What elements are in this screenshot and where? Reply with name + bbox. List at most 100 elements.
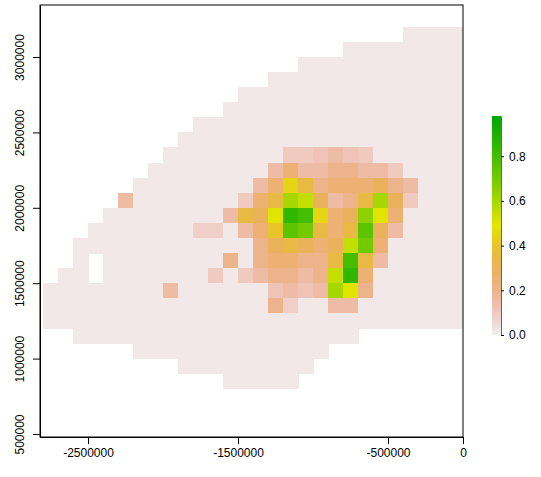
- cell: [268, 178, 284, 194]
- cell: [283, 193, 299, 209]
- cell: [193, 147, 209, 163]
- cell: [313, 313, 329, 329]
- cell: [133, 208, 149, 224]
- tick-label: 0.0: [509, 328, 526, 342]
- cell: [178, 208, 194, 224]
- y-axis: 5000001000000150000020000002500000300000…: [13, 6, 41, 455]
- cell: [238, 117, 254, 133]
- cell: [448, 178, 463, 194]
- cell: [343, 147, 359, 163]
- cell: [178, 223, 194, 239]
- cell: [373, 313, 389, 329]
- cell: [403, 102, 419, 118]
- tick-label: -2500000: [63, 446, 114, 460]
- cell: [388, 132, 404, 148]
- cell: [103, 313, 119, 329]
- cell: [298, 344, 314, 360]
- cell: [433, 72, 449, 88]
- tick-label: -1500000: [213, 446, 264, 460]
- tick: 0.4: [501, 239, 526, 253]
- tick-mark: [33, 132, 40, 133]
- cell: [418, 117, 434, 133]
- cell: [253, 344, 269, 360]
- cell: [58, 268, 74, 284]
- cell: [358, 193, 374, 209]
- cell: [403, 117, 419, 133]
- cell: [433, 208, 449, 224]
- axis-line: [41, 437, 464, 438]
- cell: [163, 253, 179, 269]
- cell: [373, 223, 389, 239]
- cell: [298, 359, 314, 375]
- cell: [358, 57, 374, 73]
- cell: [373, 117, 389, 133]
- cell: [403, 298, 419, 314]
- cell: [253, 147, 269, 163]
- cell: [313, 298, 329, 314]
- cell: [223, 132, 239, 148]
- cell: [298, 268, 314, 284]
- cell: [268, 313, 284, 329]
- cell: [448, 298, 463, 314]
- cell: [283, 208, 299, 224]
- tick-mark: [33, 434, 40, 435]
- cell: [148, 238, 164, 254]
- cell: [223, 359, 239, 375]
- x-axis: -2500000-1500000-5000000: [41, 437, 468, 460]
- cell: [253, 208, 269, 224]
- cell: [283, 238, 299, 254]
- cell: [313, 344, 329, 360]
- cell: [373, 57, 389, 73]
- cell: [283, 253, 299, 269]
- cell: [208, 283, 224, 299]
- cell: [403, 147, 419, 163]
- cell: [283, 313, 299, 329]
- cell: [193, 223, 209, 239]
- cell: [118, 298, 134, 314]
- cell: [178, 178, 194, 194]
- cell: [388, 72, 404, 88]
- cell: [328, 208, 344, 224]
- cell: [178, 268, 194, 284]
- cell: [418, 238, 434, 254]
- cell: [433, 163, 449, 179]
- cell: [223, 178, 239, 194]
- cell: [238, 208, 254, 224]
- cell: [358, 223, 374, 239]
- cell: [88, 298, 104, 314]
- cell: [313, 253, 329, 269]
- cell: [433, 283, 449, 299]
- cell: [343, 283, 359, 299]
- cell: [268, 117, 284, 133]
- cell: [208, 238, 224, 254]
- cell: [268, 283, 284, 299]
- cell: [283, 359, 299, 375]
- cell: [298, 163, 314, 179]
- cell: [103, 238, 119, 254]
- cell: [73, 238, 89, 254]
- cell: [418, 147, 434, 163]
- cell: [343, 117, 359, 133]
- cell: [268, 193, 284, 209]
- cell: [253, 253, 269, 269]
- cell: [298, 147, 314, 163]
- cell: [313, 57, 329, 73]
- cell: [418, 163, 434, 179]
- cell: [313, 147, 329, 163]
- cell: [328, 313, 344, 329]
- cell: [433, 132, 449, 148]
- cell: [223, 374, 239, 390]
- cell: [148, 344, 164, 360]
- cell: [238, 132, 254, 148]
- cell: [328, 223, 344, 239]
- cell: [58, 313, 74, 329]
- plot-frame: [40, 5, 463, 437]
- cell: [448, 102, 463, 118]
- cell: [448, 163, 463, 179]
- cell: [373, 283, 389, 299]
- cell: [148, 283, 164, 299]
- cell: [178, 163, 194, 179]
- tick-label: 2000000: [13, 185, 27, 232]
- cell: [268, 359, 284, 375]
- cell: [373, 268, 389, 284]
